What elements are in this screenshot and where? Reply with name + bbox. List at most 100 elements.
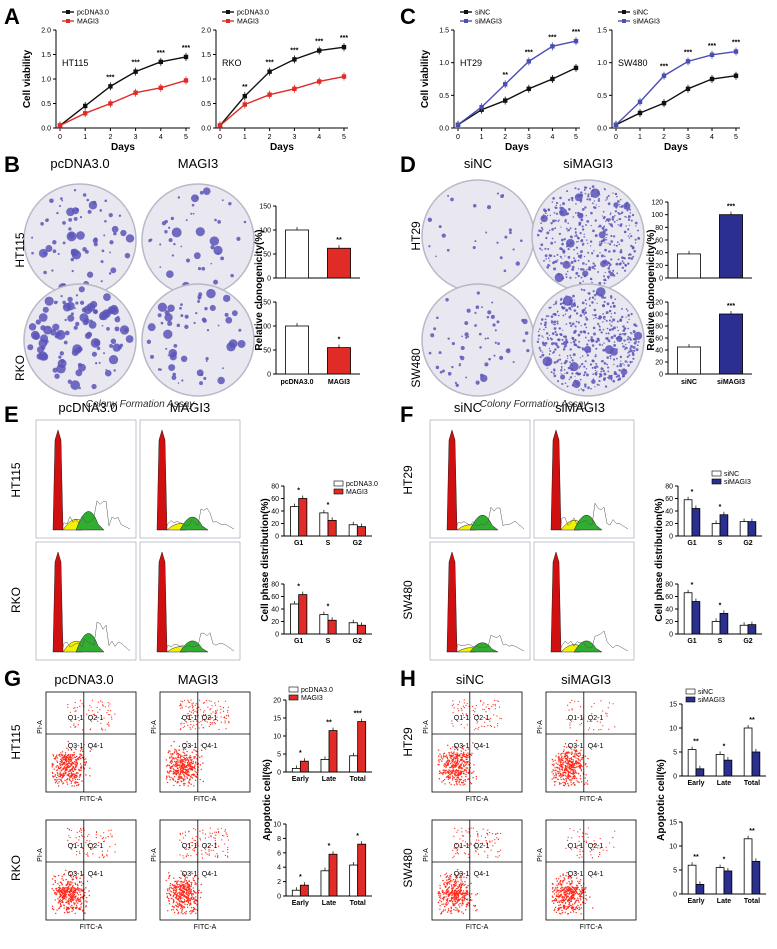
event-dot xyxy=(80,903,82,906)
colony xyxy=(231,310,238,317)
colony xyxy=(91,383,97,390)
event-dot xyxy=(182,897,184,899)
colony xyxy=(550,320,554,324)
colony xyxy=(543,210,546,212)
colony xyxy=(586,239,588,241)
legend-label: MAGI3 xyxy=(346,489,368,496)
colony xyxy=(602,275,606,278)
event-dot xyxy=(194,883,196,886)
event-dot xyxy=(566,751,569,754)
colony xyxy=(472,203,477,208)
event-dot xyxy=(187,773,189,776)
event-dot xyxy=(69,874,72,876)
event-dot xyxy=(194,728,196,730)
event-dot xyxy=(454,778,457,781)
event-dot xyxy=(65,767,68,770)
panel-letter-e: E xyxy=(4,402,19,427)
colony xyxy=(613,312,616,315)
colony xyxy=(596,287,606,297)
event-dot xyxy=(176,780,179,783)
event-dot xyxy=(107,836,109,838)
colony xyxy=(591,252,594,255)
event-dot xyxy=(182,837,184,839)
colony xyxy=(558,327,561,330)
event-dot xyxy=(219,705,221,708)
colony xyxy=(563,361,567,365)
event-dot xyxy=(56,776,58,779)
bar xyxy=(285,229,309,279)
event-dot xyxy=(109,714,111,716)
event-dot xyxy=(165,765,168,767)
event-dot xyxy=(562,757,564,760)
event-dot xyxy=(183,756,185,759)
colony-dish xyxy=(141,283,255,397)
event-dot xyxy=(180,906,183,908)
event-dot xyxy=(182,885,185,888)
event-dot xyxy=(568,764,570,766)
event-dot xyxy=(107,702,109,704)
colony xyxy=(595,316,597,319)
event-dot xyxy=(468,705,470,707)
colony xyxy=(597,322,600,326)
event-dot xyxy=(496,715,498,717)
colony xyxy=(603,255,606,258)
colony xyxy=(487,310,492,315)
event-dot xyxy=(453,707,455,709)
event-dot xyxy=(176,892,179,894)
colony xyxy=(110,304,118,313)
event-dot xyxy=(71,887,73,889)
event-dot xyxy=(75,764,77,767)
colony xyxy=(541,249,543,251)
legend-marker xyxy=(226,10,230,14)
event-dot xyxy=(78,778,81,781)
event-dot xyxy=(183,857,185,859)
colony xyxy=(548,353,551,356)
y-tick-label: 80 xyxy=(665,484,673,491)
event-dot xyxy=(458,761,461,763)
colony xyxy=(605,319,608,322)
event-dot xyxy=(442,773,444,776)
event-dot xyxy=(93,713,95,716)
significance-mark: ** xyxy=(749,828,755,835)
event-dot xyxy=(63,873,66,875)
colony xyxy=(631,361,634,363)
histogram-outline xyxy=(166,632,235,652)
colony xyxy=(616,320,619,323)
event-dot xyxy=(606,715,608,717)
y-tick-label: 1.5 xyxy=(41,52,51,59)
event-dot xyxy=(66,888,68,891)
event-dot xyxy=(181,762,183,764)
colony xyxy=(597,270,600,273)
y-tick-label: 10 xyxy=(273,822,281,829)
colony xyxy=(576,252,579,255)
colony xyxy=(621,375,625,378)
event-dot xyxy=(74,847,77,849)
colony xyxy=(552,352,554,354)
colony xyxy=(572,302,576,306)
colony xyxy=(580,239,583,243)
colony xyxy=(598,231,606,239)
event-dot xyxy=(59,895,61,898)
event-dot xyxy=(458,710,460,712)
colony xyxy=(601,239,605,243)
event-dot xyxy=(192,768,194,770)
event-dot xyxy=(450,879,452,882)
legend-marker xyxy=(464,10,468,14)
event-dot xyxy=(71,768,74,770)
event-dot xyxy=(76,887,78,890)
colony xyxy=(561,382,564,386)
colony xyxy=(624,263,627,266)
event-dot xyxy=(192,898,195,900)
event-dot xyxy=(186,740,188,743)
bar xyxy=(327,247,351,279)
colony xyxy=(595,340,598,343)
colony xyxy=(573,341,576,344)
event-dot xyxy=(55,766,57,768)
colony xyxy=(538,346,541,349)
event-dot xyxy=(224,720,226,722)
event-dot xyxy=(180,707,182,709)
event-dot xyxy=(184,911,186,914)
event-dot xyxy=(182,855,184,857)
colony xyxy=(578,221,582,225)
event-dot xyxy=(196,720,198,722)
